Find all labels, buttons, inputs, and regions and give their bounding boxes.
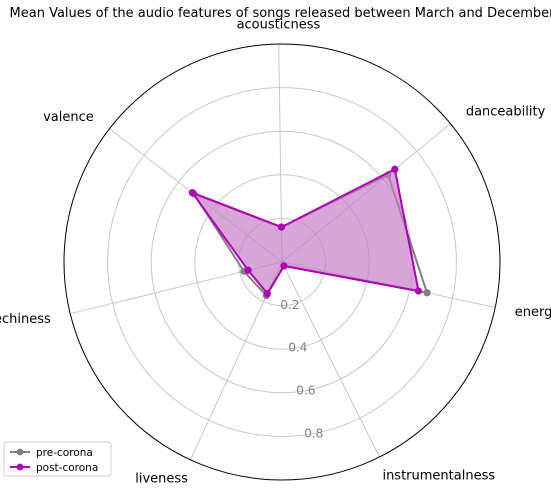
radar-labels: 0.2 0.4 0.6 0.8 energy danceability acousticne… xyxy=(0,18,551,487)
axis-label-instrumentalness: instrumentalness xyxy=(382,468,495,483)
legend-marker-pre-corona xyxy=(16,448,24,456)
grid-circle-3 xyxy=(107,87,457,437)
axis-label-acousticness: acousticness xyxy=(237,18,321,33)
point-post-corona-speechiness xyxy=(244,266,252,274)
axis-label-valence: valence xyxy=(43,110,94,125)
axis-label-energy: energy xyxy=(515,305,551,320)
point-post-corona-acousticness xyxy=(277,223,286,231)
axis-label-speechiness: speechiness xyxy=(0,312,51,327)
legend-marker-post-corona xyxy=(16,463,24,471)
series-line-post-corona xyxy=(191,168,420,295)
point-post-corona-instrumentalness xyxy=(280,262,288,270)
point-post-corona-energy xyxy=(414,287,423,295)
r-tick-label: 0.2 xyxy=(280,298,299,312)
point-post-corona-danceability xyxy=(391,165,399,173)
point-pre-corona-energy xyxy=(423,289,431,297)
legend-label-pre-corona: pre-corona xyxy=(36,447,93,459)
series-fill-post-corona xyxy=(192,169,419,294)
axis-label-danceability: danceability xyxy=(466,104,546,119)
spoke-instrumentalness xyxy=(281,261,380,458)
r-tick-label: 0.4 xyxy=(288,341,307,355)
point-post-corona-valence xyxy=(188,189,196,197)
r-tick-label: 0.6 xyxy=(296,384,315,398)
axis-label-liveness: liveness xyxy=(135,471,188,486)
legend-box xyxy=(3,441,112,477)
legend-label-post-corona: post-corona xyxy=(36,462,98,474)
chart-legend: pre-corona post-corona xyxy=(3,441,112,477)
outer-frame xyxy=(63,43,501,481)
radar-series xyxy=(188,165,431,300)
point-post-corona-liveness xyxy=(263,290,271,298)
r-tick-label: 0.8 xyxy=(304,426,323,440)
chart-title: Mean Values of the audio features of son… xyxy=(10,6,551,21)
